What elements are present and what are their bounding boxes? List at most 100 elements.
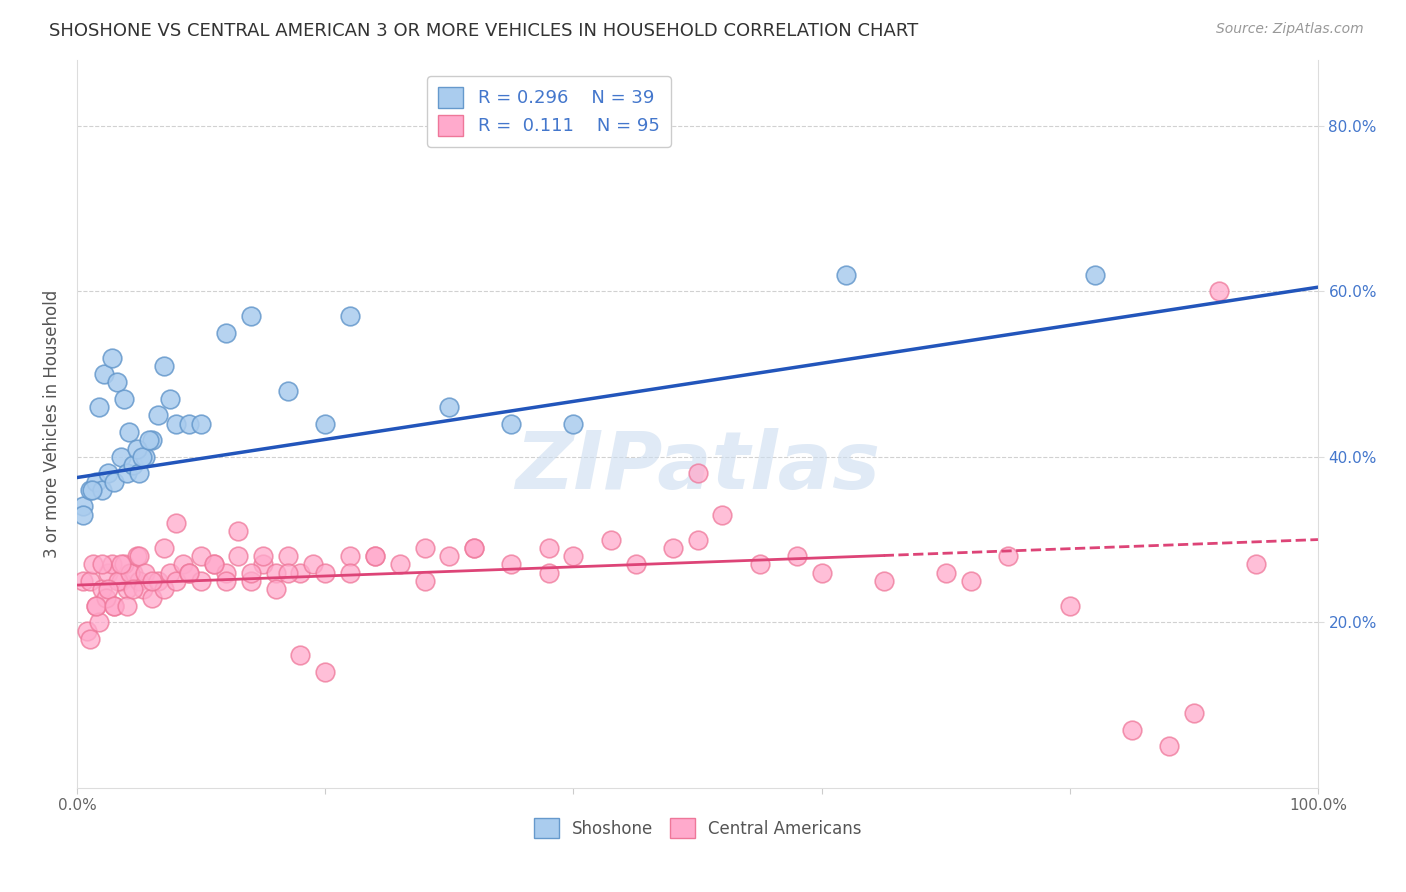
Point	[159, 392, 181, 406]
Point	[290, 566, 312, 580]
Point	[364, 549, 387, 563]
Point	[314, 665, 336, 679]
Point	[131, 450, 153, 464]
Point	[103, 599, 125, 613]
Point	[125, 442, 148, 456]
Point	[501, 417, 523, 431]
Point	[537, 566, 560, 580]
Point	[128, 549, 150, 563]
Point	[146, 574, 169, 588]
Point	[72, 508, 94, 522]
Point	[120, 566, 142, 580]
Point	[314, 417, 336, 431]
Point	[112, 558, 135, 572]
Point	[810, 566, 832, 580]
Point	[997, 549, 1019, 563]
Point	[252, 549, 274, 563]
Point	[132, 582, 155, 597]
Point	[122, 566, 145, 580]
Point	[290, 648, 312, 663]
Point	[463, 541, 485, 555]
Point	[264, 566, 287, 580]
Point	[90, 483, 112, 497]
Point	[115, 582, 138, 597]
Point	[110, 558, 132, 572]
Point	[537, 541, 560, 555]
Point	[252, 558, 274, 572]
Point	[107, 574, 129, 588]
Legend: Shoshone, Central Americans: Shoshone, Central Americans	[527, 812, 869, 845]
Point	[165, 417, 187, 431]
Point	[72, 500, 94, 514]
Point	[153, 541, 176, 555]
Point	[118, 425, 141, 439]
Point	[388, 558, 411, 572]
Point	[1208, 285, 1230, 299]
Point	[177, 566, 200, 580]
Point	[115, 599, 138, 613]
Point	[1059, 599, 1081, 613]
Point	[125, 549, 148, 563]
Point	[1084, 268, 1107, 282]
Point	[562, 549, 585, 563]
Point	[122, 458, 145, 472]
Text: ZIPatlas: ZIPatlas	[515, 428, 880, 507]
Point	[463, 541, 485, 555]
Point	[190, 417, 212, 431]
Point	[97, 467, 120, 481]
Point	[215, 326, 238, 340]
Point	[76, 624, 98, 638]
Point	[339, 566, 361, 580]
Point	[72, 574, 94, 588]
Point	[103, 599, 125, 613]
Y-axis label: 3 or more Vehicles in Household: 3 or more Vehicles in Household	[44, 290, 60, 558]
Point	[153, 359, 176, 373]
Point	[215, 566, 238, 580]
Point	[228, 524, 250, 539]
Point	[105, 376, 128, 390]
Point	[228, 549, 250, 563]
Point	[165, 516, 187, 530]
Point	[1159, 739, 1181, 754]
Point	[79, 483, 101, 497]
Point	[122, 582, 145, 597]
Point	[110, 450, 132, 464]
Point	[190, 549, 212, 563]
Point	[239, 566, 262, 580]
Point	[146, 409, 169, 423]
Point	[1244, 558, 1267, 572]
Point	[101, 558, 124, 572]
Point	[277, 384, 299, 398]
Point	[1121, 723, 1143, 737]
Point	[190, 574, 212, 588]
Point	[686, 467, 709, 481]
Point	[215, 574, 238, 588]
Point	[302, 558, 325, 572]
Point	[177, 417, 200, 431]
Point	[202, 558, 225, 572]
Point	[277, 549, 299, 563]
Point	[82, 558, 104, 572]
Point	[112, 392, 135, 406]
Point	[134, 566, 156, 580]
Point	[134, 450, 156, 464]
Point	[97, 582, 120, 597]
Point	[264, 582, 287, 597]
Point	[84, 599, 107, 613]
Point	[128, 574, 150, 588]
Point	[80, 483, 103, 497]
Point	[624, 558, 647, 572]
Point	[959, 574, 981, 588]
Point	[439, 400, 461, 414]
Point	[153, 582, 176, 597]
Point	[873, 574, 896, 588]
Point	[110, 574, 132, 588]
Point	[94, 591, 117, 605]
Point	[165, 574, 187, 588]
Point	[339, 549, 361, 563]
Text: SHOSHONE VS CENTRAL AMERICAN 3 OR MORE VEHICLES IN HOUSEHOLD CORRELATION CHART: SHOSHONE VS CENTRAL AMERICAN 3 OR MORE V…	[49, 22, 918, 40]
Point	[101, 351, 124, 365]
Point	[339, 309, 361, 323]
Point	[97, 566, 120, 580]
Point	[90, 558, 112, 572]
